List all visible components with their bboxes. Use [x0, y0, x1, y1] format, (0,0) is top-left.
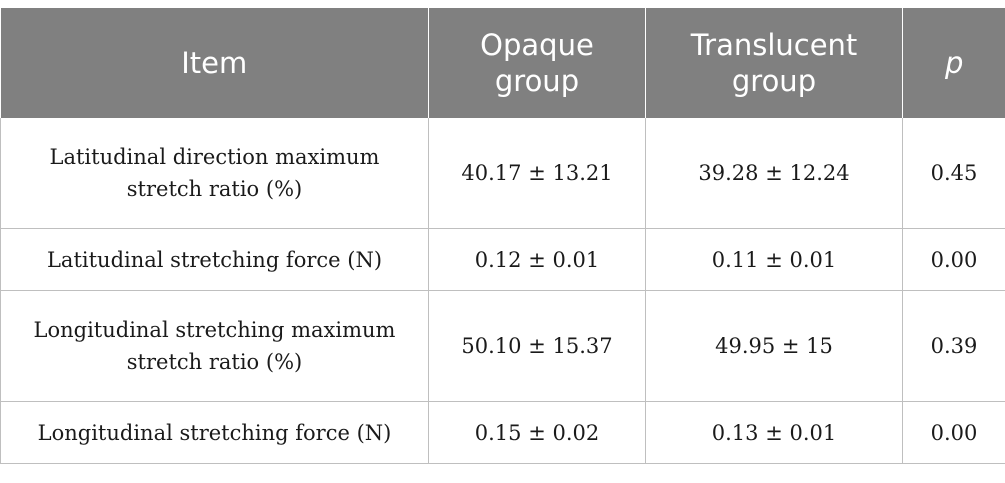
translucent-cell: 0.11 ± 0.01 [645, 228, 903, 291]
p-value-cell: 0.00 [902, 401, 1005, 464]
p-value-cell: 0.45 [902, 118, 1005, 229]
header-p-value: p [902, 8, 1005, 118]
table-row: Latitudinal direction maximum stretch ra… [0, 118, 1005, 229]
table-header: Item Opaque group Translucent group p [0, 8, 1005, 118]
opaque-cell: 50.10 ± 15.37 [428, 290, 646, 402]
table-row: Latitudinal stretching force (N) 0.12 ± … [0, 228, 1005, 291]
results-table: Item Opaque group Translucent group p La… [0, 8, 1005, 464]
item-cell: Longitudinal stretching force (N) [0, 401, 429, 464]
table-body: Latitudinal direction maximum stretch ra… [0, 118, 1005, 464]
p-value-cell: 0.00 [902, 228, 1005, 291]
header-item: Item [0, 8, 429, 118]
opaque-cell: 0.12 ± 0.01 [428, 228, 646, 291]
item-cell: Longitudinal stretching maximum stretch … [0, 290, 429, 402]
table-row: Longitudinal stretching force (N) 0.15 ±… [0, 401, 1005, 464]
opaque-cell: 0.15 ± 0.02 [428, 401, 646, 464]
opaque-cell: 40.17 ± 13.21 [428, 118, 646, 229]
header-translucent-group: Translucent group [645, 8, 903, 118]
translucent-cell: 49.95 ± 15 [645, 290, 903, 402]
p-value-cell: 0.39 [902, 290, 1005, 402]
table-row: Longitudinal stretching maximum stretch … [0, 290, 1005, 402]
item-cell: Latitudinal direction maximum stretch ra… [0, 118, 429, 229]
translucent-cell: 39.28 ± 12.24 [645, 118, 903, 229]
header-row: Item Opaque group Translucent group p [0, 8, 1005, 118]
translucent-cell: 0.13 ± 0.01 [645, 401, 903, 464]
header-opaque-group: Opaque group [428, 8, 646, 118]
item-cell: Latitudinal stretching force (N) [0, 228, 429, 291]
